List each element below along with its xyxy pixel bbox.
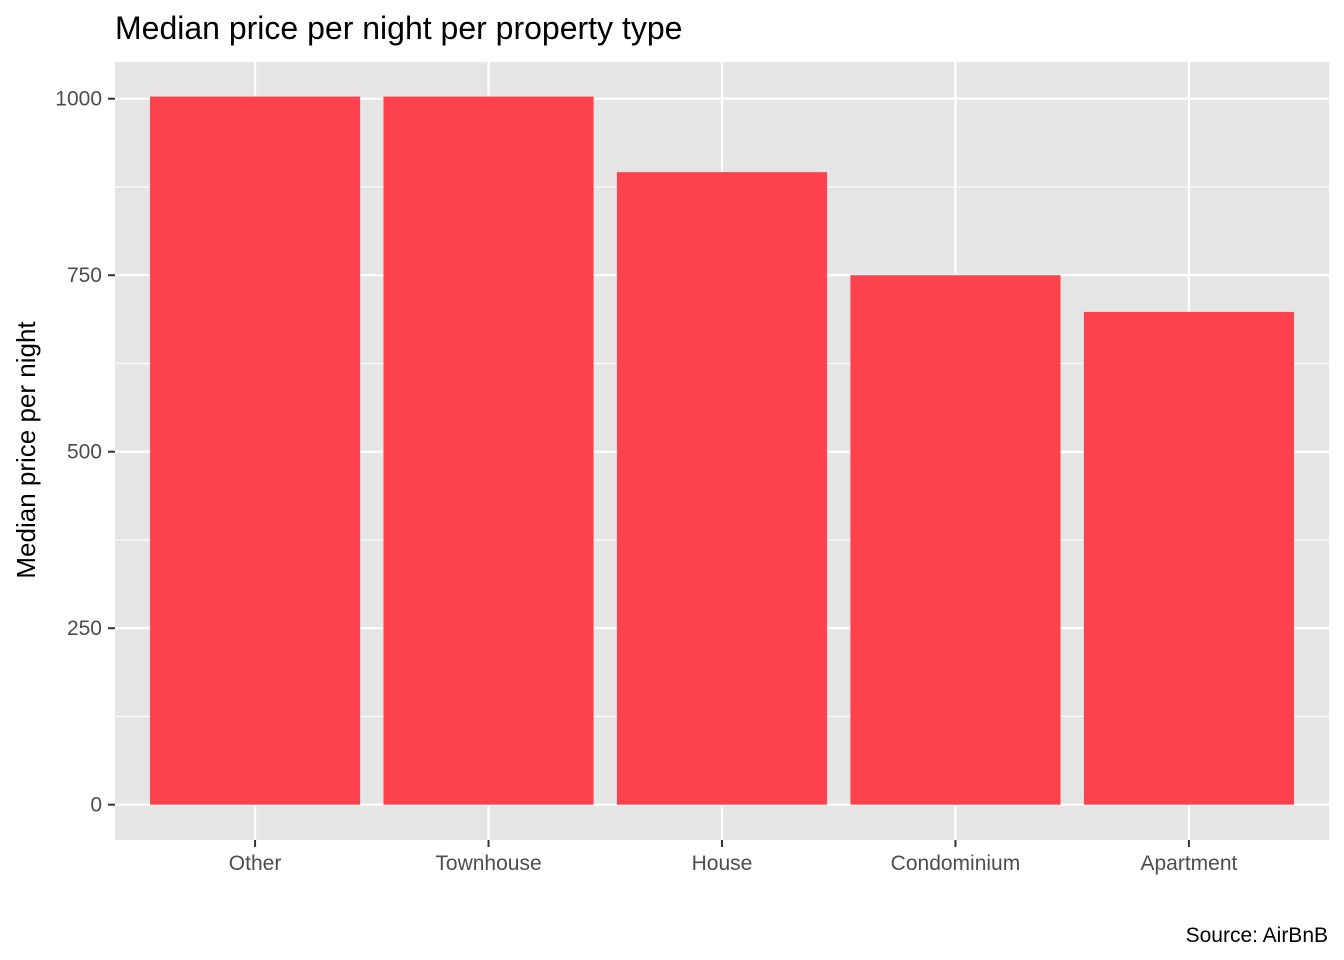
- bar-other: [150, 96, 361, 805]
- x-tick-label: Townhouse: [435, 852, 541, 875]
- y-tick-label: 250: [67, 617, 102, 640]
- bar-apartment: [1083, 311, 1294, 805]
- x-tick-label: Condominium: [891, 852, 1021, 875]
- x-tick-label: Apartment: [1140, 852, 1237, 875]
- y-tick-label: 500: [67, 441, 102, 464]
- y-axis-label: Median price per night: [11, 321, 41, 579]
- bar-townhouse: [383, 96, 594, 805]
- x-axis: Other Townhouse House Condominium Apartment: [229, 840, 1238, 875]
- y-tick-label: 1000: [55, 88, 102, 111]
- y-axis: 0 250 500 750 1000: [55, 88, 115, 817]
- y-tick-label: 0: [90, 794, 102, 817]
- x-tick-label: Other: [229, 852, 282, 875]
- y-tick-label: 750: [67, 264, 102, 287]
- bar-condominium: [850, 275, 1061, 805]
- chart-title: Median price per night per property type: [115, 10, 682, 46]
- bars: [150, 96, 1294, 805]
- x-tick-label: House: [692, 852, 753, 875]
- bar-house: [616, 172, 828, 805]
- chart-caption: Source: AirBnB: [1186, 924, 1328, 947]
